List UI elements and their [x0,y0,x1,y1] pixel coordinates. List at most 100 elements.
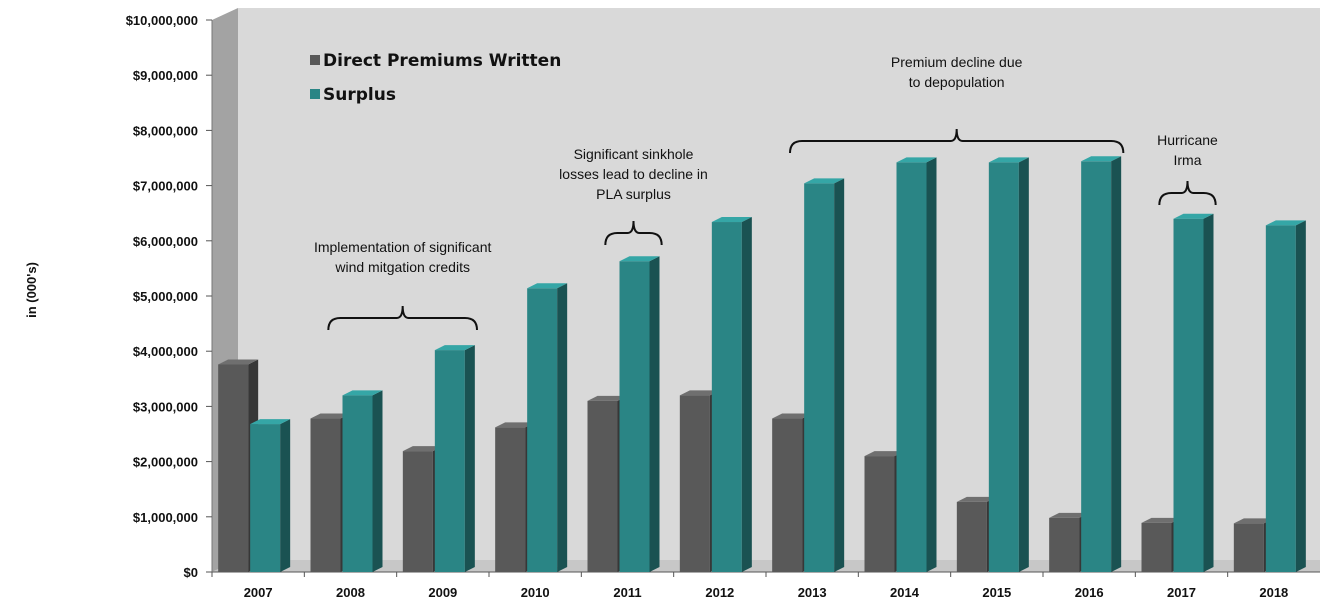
bar-front [495,427,526,572]
bar-top [864,451,905,457]
x-tick-label: 2011 [613,585,641,600]
annotation-text: PLA surplus [596,186,671,202]
bar-front [864,456,895,572]
x-tick-label: 2015 [982,585,1011,600]
bar-front [250,424,281,572]
annotation-text: Significant sinkhole [574,146,694,162]
bar-top [1265,220,1306,226]
bar-front [1049,517,1080,572]
bar-front [1265,225,1296,572]
bar-top [1173,213,1214,219]
y-tick-label: $6,000,000 [133,234,198,249]
x-tick-label: 2017 [1167,585,1196,600]
bar-surplus [619,256,660,572]
bar-surplus [1265,220,1306,572]
bar-premiums [956,496,997,572]
bar-top [1081,156,1122,162]
annotation-brace [789,128,1125,154]
bar-side [464,345,475,572]
y-tick-label: $10,000,000 [126,13,198,28]
annotations: Implementation of significant wind mitgat… [314,54,1218,331]
x-tick-label: 2013 [798,585,827,600]
x-tick-label: 2007 [244,585,273,600]
bar-front [1173,218,1204,572]
bar-top [679,390,720,396]
y-tick-label: $5,000,000 [133,289,198,304]
bar-surplus [1173,213,1214,572]
floor [212,560,1320,572]
bar-side [1295,220,1306,572]
bar-side [741,217,752,573]
annotation-text: wind mitgation credits [334,259,470,275]
annotation-brace [1158,180,1217,206]
bar-front [896,162,927,572]
bar-surplus [711,217,752,573]
bar-front [1233,523,1264,572]
bar-top [619,256,660,262]
y-tick-label: $4,000,000 [133,344,198,359]
bar-front [679,395,710,572]
bar-top [988,157,1029,163]
x-tick-label: 2014 [890,585,920,600]
annotation-text: Irma [1174,152,1202,168]
bar-front [434,350,465,572]
legend-label-surplus: Surplus [323,85,396,105]
annotation-text: Premium decline due [891,54,1023,70]
x-tick-label: 2016 [1075,585,1104,600]
bar-front [1081,161,1112,572]
bar-surplus [434,345,475,572]
bars [218,156,1306,573]
bar-top [495,422,536,428]
annotation-text: losses lead to decline in [559,166,708,182]
bar-top [342,390,383,396]
bar-front [1141,522,1172,572]
y-tick-label: $8,000,000 [133,123,198,138]
bar-top [402,446,443,452]
y-tick-label: $2,000,000 [133,455,198,470]
y-tick-label: $9,000,000 [133,68,198,83]
bar-front [402,451,433,572]
y-tick-label: $7,000,000 [133,179,198,194]
bar-top [896,157,937,163]
bar-top [434,345,475,351]
bar-surplus [804,178,845,572]
bar-top [587,395,628,401]
y-tick-label: $0 [184,565,198,580]
bar-surplus [896,157,937,572]
legend-swatch-surplus [310,89,320,99]
bar-front [804,183,835,572]
bar-side [1203,213,1214,572]
legend: Direct Premiums Written Surplus [310,51,561,105]
bar-side [926,157,937,572]
x-tick-label: 2010 [521,585,550,600]
bar-top [1049,512,1090,518]
bar-surplus [250,419,291,572]
bar-side [1111,156,1122,572]
y-tick-label: $3,000,000 [133,399,198,414]
bar-front [310,418,341,572]
bar-top [956,496,997,502]
annotation-text: to depopulation [909,74,1005,90]
y-axis-ticks: $0 $1,000,000 $2,000,000 $3,000,000 $4,000,0… [126,13,212,580]
bar-front [619,261,650,572]
y-axis-label: in (000's) [24,262,39,318]
bar-front [587,400,618,572]
bar-side [557,283,568,572]
annotation-text: Implementation of significant [314,239,492,255]
bar-front [711,222,742,573]
x-tick-label: 2008 [336,585,365,600]
bar-top [1233,518,1274,524]
bar-surplus [342,390,383,572]
bar-surplus [527,283,568,572]
x-tick-label: 2012 [705,585,734,600]
bar-front [988,162,1019,572]
bar-top [310,413,351,419]
bar-top [772,413,813,419]
bar-front [772,418,803,572]
bar-side [280,419,291,572]
legend-label-premiums: Direct Premiums Written [323,51,561,71]
bar-top [711,217,752,223]
bar-top [804,178,845,184]
x-axis-ticks: 2007 2008 2009 2010 2011 2012 2013 2014 2015 2016… [211,572,1288,600]
bar-top [218,359,259,365]
